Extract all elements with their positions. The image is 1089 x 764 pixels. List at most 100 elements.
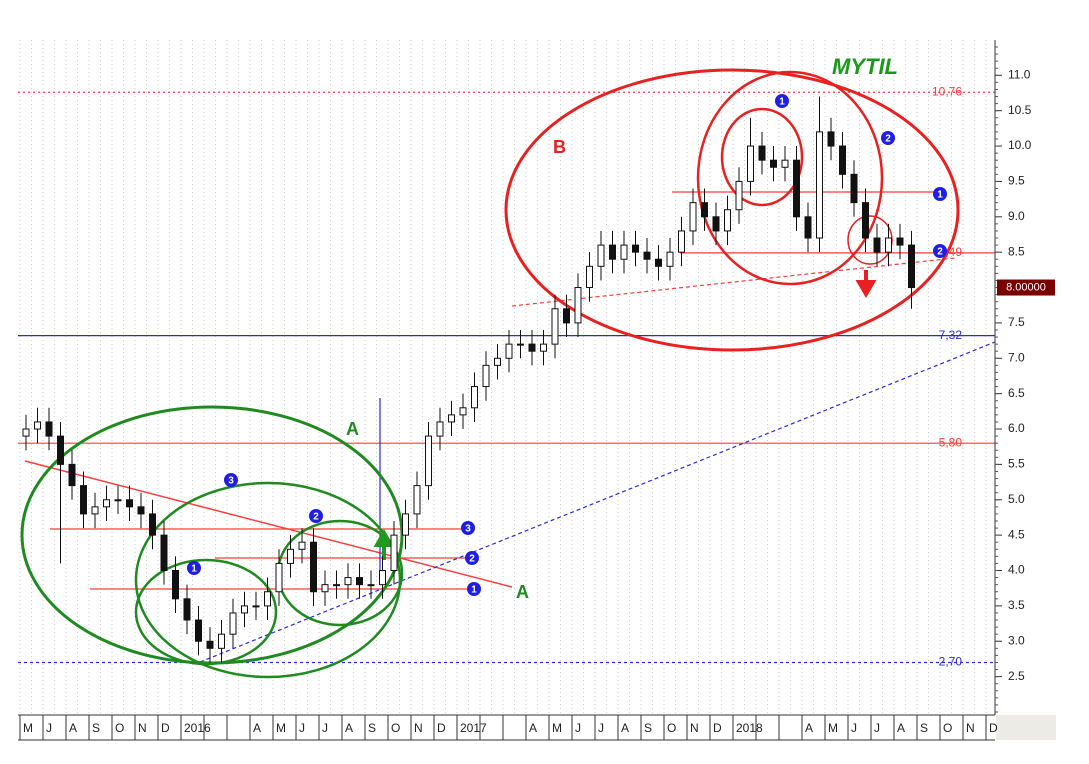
candle-body [206, 640, 214, 649]
level-label: 7,32 [939, 328, 963, 342]
marker-dot [881, 131, 895, 145]
x-tick-label: D [713, 721, 722, 735]
trend-line [24, 460, 513, 588]
x-tick-label: A [529, 721, 537, 735]
axes: 2.53.03.54.04.55.05.56.06.57.07.58.08.59… [0, 40, 1089, 764]
candle-body [137, 506, 145, 515]
annotation: A [516, 582, 529, 602]
x-tick-label: S [920, 721, 928, 735]
marker-label: 3 [228, 476, 234, 487]
x-tick-label: J [299, 721, 305, 735]
marker-label: 1 [191, 564, 197, 575]
marker-dot [187, 561, 201, 575]
marker-dot [309, 509, 323, 523]
candle-body [448, 414, 455, 423]
candle-body [103, 499, 110, 508]
candle-body [885, 237, 892, 253]
candle-body [632, 244, 639, 253]
candle-body [655, 258, 662, 267]
candle-body [678, 230, 685, 253]
annotation: B [553, 137, 566, 157]
x-tick-label: M [23, 721, 33, 735]
y-tick-label: 7.5 [1008, 315, 1025, 329]
x-tick-label: A [897, 721, 905, 735]
axis-panel [996, 40, 1089, 764]
chart-title: MYTIL [832, 54, 898, 79]
x-tick-label: J [598, 721, 604, 735]
marker-dot [467, 582, 481, 596]
x-tick-label: N [414, 721, 423, 735]
candle-body [425, 435, 432, 487]
candle-body [34, 421, 41, 430]
last-price-label: 8.00000 [1006, 281, 1046, 293]
candle-body [390, 534, 398, 572]
marker-label: 2 [937, 247, 943, 258]
x-tick-label: J [46, 721, 52, 735]
candle-body [333, 584, 340, 587]
candle-body [689, 202, 697, 232]
candle-body [275, 562, 283, 593]
candle-body [494, 357, 501, 366]
y-tick-label: 5.5 [1008, 457, 1025, 471]
candle-body [574, 287, 582, 324]
x-tick-label: O [667, 721, 676, 735]
candle-body [264, 591, 271, 607]
ellipse [504, 68, 960, 352]
x-tick-label: A [69, 721, 77, 735]
candle-body [172, 570, 179, 600]
candle-body [287, 548, 294, 564]
arrow-down [855, 270, 877, 298]
trend-line [511, 257, 956, 307]
candle-body [597, 244, 605, 267]
candle-body [827, 131, 835, 147]
marker-dot [933, 187, 947, 201]
x-tick-label: N [138, 721, 147, 735]
candle-body [540, 343, 547, 352]
y-tick-label: 9.0 [1008, 209, 1025, 223]
x-tick-label: S [644, 721, 652, 735]
x-tick-label: S [92, 721, 100, 735]
y-tick-label: 8.5 [1008, 244, 1025, 258]
marker-label: 2 [885, 134, 891, 145]
candle-body [459, 407, 467, 416]
candle-body [666, 251, 674, 267]
candle-body [620, 244, 628, 260]
candle-body [862, 202, 869, 239]
candle-body [551, 308, 559, 345]
marker-dot [775, 94, 789, 108]
candle-body [22, 428, 30, 437]
y-tick-label: 6.5 [1008, 386, 1025, 400]
candle-body [908, 244, 915, 289]
candle-body [712, 216, 720, 232]
candle-body [586, 265, 593, 289]
candle-body [747, 145, 754, 182]
candle-body [724, 209, 731, 232]
y-tick-label: 4.5 [1008, 527, 1025, 541]
x-tick-label: O [391, 721, 400, 735]
candle-body [218, 633, 225, 649]
candle-body [45, 421, 53, 437]
y-tick-label: 10.0 [1008, 138, 1032, 152]
candle-body [643, 251, 651, 260]
y-tick-label: 9.5 [1008, 174, 1025, 188]
marker-dot [224, 473, 238, 487]
candle-body [505, 343, 513, 359]
candles [22, 96, 915, 663]
marker-label: 2 [469, 554, 475, 565]
marker-dot [465, 551, 479, 565]
y-tick-label: 2.5 [1008, 669, 1025, 683]
y-tick-label: 7.0 [1008, 350, 1025, 364]
candle-body [781, 159, 789, 168]
x-tick-label: 2017 [460, 721, 487, 735]
marker-dot [933, 244, 947, 258]
candle-body [563, 308, 570, 324]
candle-body [839, 145, 846, 175]
grid [19, 40, 987, 715]
candle-body [850, 173, 858, 204]
x-tick-label: J [322, 721, 328, 735]
candle-body [528, 343, 536, 352]
candle-body [735, 180, 743, 211]
y-tick-label: 10.5 [1008, 103, 1032, 117]
arrow-up [373, 529, 395, 560]
marker-label: 1 [937, 190, 943, 201]
